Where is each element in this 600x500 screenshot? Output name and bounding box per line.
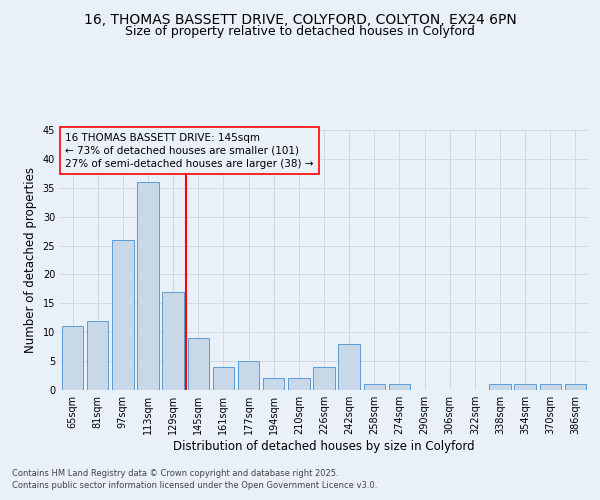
Bar — [62, 326, 83, 390]
Y-axis label: Number of detached properties: Number of detached properties — [24, 167, 37, 353]
Bar — [188, 338, 209, 390]
Text: Size of property relative to detached houses in Colyford: Size of property relative to detached ho… — [125, 25, 475, 38]
Text: 16, THOMAS BASSETT DRIVE, COLYFORD, COLYTON, EX24 6PN: 16, THOMAS BASSETT DRIVE, COLYFORD, COLY… — [83, 12, 517, 26]
Bar — [565, 384, 586, 390]
Bar — [137, 182, 158, 390]
Bar — [213, 367, 234, 390]
Bar — [490, 384, 511, 390]
Bar — [338, 344, 360, 390]
Text: 16 THOMAS BASSETT DRIVE: 145sqm
← 73% of detached houses are smaller (101)
27% o: 16 THOMAS BASSETT DRIVE: 145sqm ← 73% of… — [65, 132, 314, 169]
Bar — [87, 320, 109, 390]
Bar — [313, 367, 335, 390]
Bar — [163, 292, 184, 390]
X-axis label: Distribution of detached houses by size in Colyford: Distribution of detached houses by size … — [173, 440, 475, 453]
Bar — [539, 384, 561, 390]
Bar — [364, 384, 385, 390]
Text: Contains HM Land Registry data © Crown copyright and database right 2025.
Contai: Contains HM Land Registry data © Crown c… — [12, 469, 377, 490]
Bar — [288, 378, 310, 390]
Bar — [112, 240, 134, 390]
Bar — [263, 378, 284, 390]
Bar — [389, 384, 410, 390]
Bar — [514, 384, 536, 390]
Bar — [238, 361, 259, 390]
